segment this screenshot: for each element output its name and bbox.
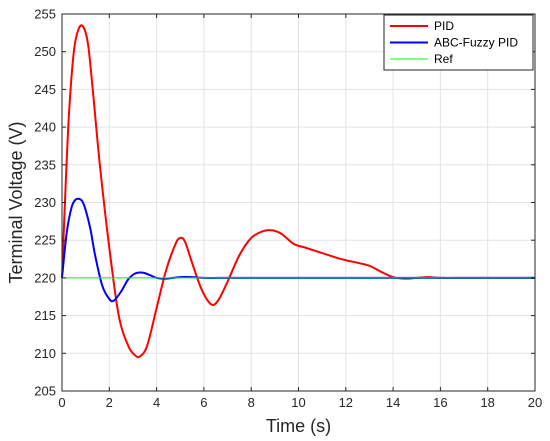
y-tick-label: 245: [34, 82, 56, 97]
legend-label-ref: Ref: [434, 52, 453, 66]
x-tick-label: 12: [339, 395, 353, 410]
x-tick-label: 10: [291, 395, 305, 410]
y-tick-label: 240: [34, 120, 56, 135]
x-tick-label: 6: [200, 395, 207, 410]
x-tick-label: 20: [528, 395, 542, 410]
x-tick-label: 8: [248, 395, 255, 410]
y-tick-label: 220: [34, 270, 56, 285]
legend-label-abc-fuzzy-pid: ABC-Fuzzy PID: [434, 36, 518, 50]
y-axis-label: Terminal Voltage (V): [6, 121, 26, 283]
y-tick-label: 225: [34, 233, 56, 248]
y-tick-label: 215: [34, 308, 56, 323]
x-tick-label: 16: [433, 395, 447, 410]
x-tick-label: 14: [386, 395, 400, 410]
x-tick-label: 18: [480, 395, 494, 410]
y-tick-label: 210: [34, 346, 56, 361]
legend: PID ABC-Fuzzy PID Ref: [383, 14, 534, 71]
y-tick-label: 250: [34, 44, 56, 59]
x-tick-label: 2: [106, 395, 113, 410]
series-layer: [61, 24, 535, 359]
y-tick-label: 205: [34, 384, 56, 399]
y-tick-label: 235: [34, 157, 56, 172]
y-tick-label: 230: [34, 195, 56, 210]
legend-label-pid: PID: [434, 19, 454, 33]
x-tick-label: 4: [153, 395, 160, 410]
x-axis-label: Time (s): [266, 416, 331, 436]
ticks: 0 2 4 6 8 10 12 14 16 18 20 205 210 215 220 225 230 235 24…: [34, 7, 542, 411]
y-tick-label: 255: [34, 7, 56, 22]
x-tick-label: 0: [58, 395, 65, 410]
